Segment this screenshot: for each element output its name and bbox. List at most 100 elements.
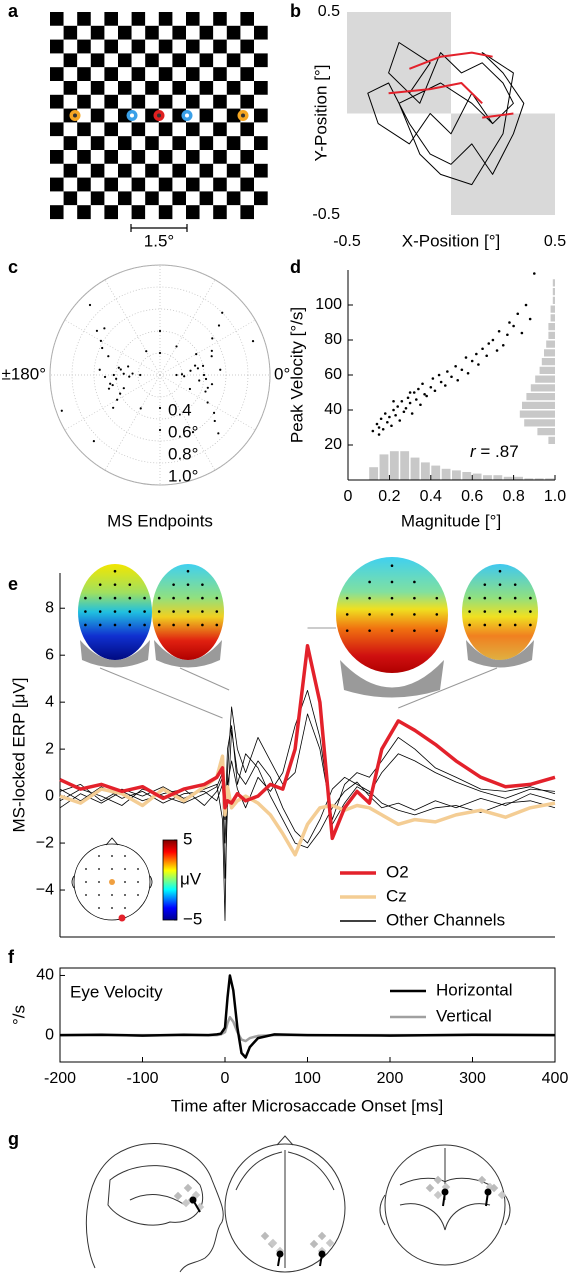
source-diamond — [317, 1231, 327, 1241]
inset-electrode — [85, 894, 87, 896]
source-diamond — [477, 1175, 487, 1185]
point — [221, 311, 224, 314]
point — [195, 353, 198, 356]
electrode — [215, 596, 219, 600]
point — [415, 398, 418, 401]
point — [477, 363, 480, 366]
checker-cell — [145, 94, 159, 109]
histogram-bar — [546, 340, 555, 348]
checker-cell — [226, 39, 241, 54]
annotation: Eye Velocity — [70, 982, 163, 1001]
histogram-bar — [472, 473, 482, 480]
checker-cell — [104, 163, 119, 178]
checker-cell — [186, 81, 200, 95]
histogram-bar — [431, 465, 441, 480]
electrode — [215, 610, 219, 613]
y-tick-label: 40 — [324, 401, 342, 418]
checker-cell — [199, 81, 214, 95]
annotation-text: = .87 — [476, 442, 519, 461]
histogram-bar — [530, 384, 555, 392]
electrode — [143, 596, 146, 600]
checker-cell — [77, 122, 91, 137]
checker-cell — [226, 163, 241, 178]
checker-cell — [213, 205, 227, 220]
checker-cell — [186, 53, 200, 68]
checker-cell — [226, 177, 241, 192]
source-diamond — [325, 1238, 335, 1248]
histogram-bar — [503, 476, 513, 480]
checker-cell — [254, 191, 268, 206]
histogram-bar — [519, 410, 555, 418]
checker-cell — [226, 25, 241, 40]
point — [139, 373, 142, 377]
checker-cell — [131, 94, 146, 109]
checker-cell — [131, 122, 146, 137]
checker-cell — [131, 150, 146, 164]
checker-cell — [254, 108, 268, 123]
point — [101, 346, 104, 350]
checker-cell — [145, 53, 159, 68]
point — [464, 356, 468, 359]
checker-cell — [50, 122, 64, 137]
checker-cell — [240, 39, 255, 54]
checker-cell — [145, 205, 159, 220]
checker-cell — [118, 150, 132, 164]
checker-cell — [158, 150, 173, 164]
checker-cell — [77, 39, 91, 54]
grid-spoke — [64, 319, 161, 376]
electrode — [84, 623, 87, 627]
point — [116, 398, 119, 401]
electrode — [483, 623, 487, 627]
histogram-bar — [369, 467, 379, 480]
source-markers — [173, 1175, 507, 1267]
panel-label: c — [8, 257, 18, 277]
point — [127, 365, 130, 368]
electrode — [98, 583, 102, 586]
checker-cell — [199, 163, 214, 178]
top-head — [224, 1143, 346, 1273]
series-line — [59, 690, 556, 844]
checker-cell — [104, 12, 119, 26]
checker-cell — [77, 53, 91, 68]
point — [183, 375, 186, 378]
point — [377, 433, 381, 436]
checker-cell — [226, 94, 241, 109]
electrode — [498, 623, 502, 627]
electrode — [498, 583, 502, 586]
histogram-bar — [522, 401, 555, 409]
y-tick-label: -0.5 — [312, 206, 340, 223]
histogram-bar — [493, 475, 503, 480]
checker-cell — [145, 177, 159, 192]
topomap-connector — [99, 667, 223, 719]
inset-electrode — [111, 894, 113, 896]
electrode — [113, 596, 117, 600]
legend-label: Vertical — [436, 1006, 492, 1025]
checker-cell — [226, 108, 241, 123]
inset-electrode — [137, 894, 139, 896]
panel-label: a — [8, 1, 19, 21]
electrode — [157, 596, 161, 600]
histogram-bar — [537, 428, 555, 436]
histogram-bar — [552, 288, 555, 296]
checker-cell — [90, 67, 105, 82]
point — [404, 406, 408, 410]
grid-spoke — [104, 279, 161, 376]
series-line — [59, 729, 556, 879]
point — [379, 417, 383, 421]
checker-cell — [118, 94, 132, 109]
point — [388, 415, 391, 419]
grid-ring — [49, 264, 271, 486]
checker-cell — [118, 191, 132, 206]
electrode — [113, 623, 117, 627]
x-tick-label: 0 — [221, 1070, 230, 1087]
annotation: r = .87 — [470, 442, 519, 461]
series-line — [482, 112, 514, 119]
electrode — [98, 623, 102, 627]
dot-center — [157, 113, 161, 118]
checker-cell — [50, 39, 64, 54]
point — [99, 339, 103, 342]
point — [204, 377, 208, 381]
checker-cell — [240, 150, 255, 164]
checker-cell — [186, 163, 200, 178]
point — [115, 377, 118, 380]
